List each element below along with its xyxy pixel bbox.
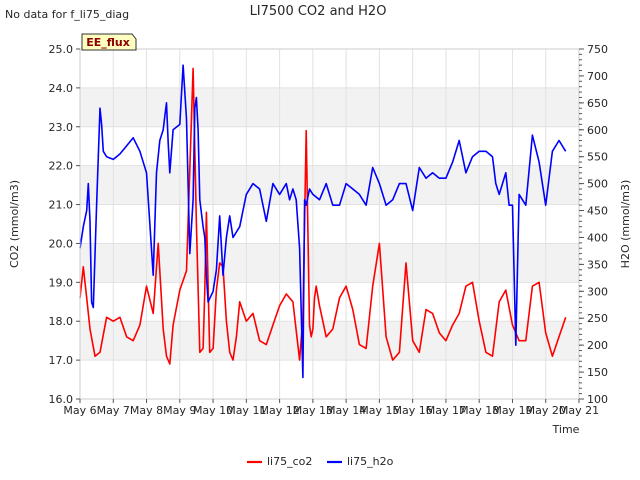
y-left-label: CO2 (mmol/m3)	[8, 180, 21, 268]
y-right-tick-label: 700	[587, 70, 608, 83]
ee-flux-label: EE_flux	[86, 36, 130, 49]
y-left-tick-label: 22.0	[49, 160, 74, 173]
y-right-tick-label: 300	[587, 285, 608, 298]
series-line-li75_h2o	[79, 64, 567, 379]
legend-label-h2o: li75_h2o	[347, 455, 394, 468]
legend-label-co2: li75_co2	[267, 455, 312, 468]
corner-note: No data for f_li75_diag	[5, 8, 129, 21]
series-line-li75_co2	[79, 67, 567, 365]
x-tick-label: May 15	[359, 404, 399, 417]
y-right-tick-label: 200	[587, 339, 608, 352]
legend: li75_co2 li75_h2o	[247, 455, 394, 468]
x-tick-label: May 9	[163, 404, 196, 417]
y-left-tick-label: 21.0	[49, 199, 74, 212]
y-right-tick-label: 450	[587, 205, 608, 218]
x-tick-label: May 11	[226, 404, 266, 417]
y-right-tick-label: 100	[587, 393, 608, 406]
x-tick-label: May 8	[130, 404, 163, 417]
y-right-tick-label: 550	[587, 151, 608, 164]
x-tick-label: May 18	[459, 404, 499, 417]
band-2	[80, 243, 579, 282]
band-1	[80, 321, 579, 360]
x-tick-label: May 19	[492, 404, 532, 417]
band-3	[80, 166, 579, 205]
y-left-tick-label: 20.0	[49, 237, 74, 250]
y-left-tick-label: 25.0	[49, 43, 74, 56]
y-left-tick-label: 23.0	[49, 121, 74, 134]
y-right-label: H2O (mmol/m3)	[619, 180, 632, 269]
y-left-tick-label: 16.0	[49, 393, 74, 406]
x-tick-label: May 13	[293, 404, 333, 417]
x-tick-label: May 6	[63, 404, 96, 417]
y-right-tick-label: 250	[587, 312, 608, 325]
x-axis-label: Time	[552, 423, 580, 436]
x-tick-label: May 21	[559, 404, 599, 417]
y-left-tick-label: 19.0	[49, 276, 74, 289]
series-layer	[79, 64, 567, 379]
y-left-tick-label: 17.0	[49, 354, 74, 367]
x-tick-label: May 10	[193, 404, 233, 417]
y-right-tick-label: 750	[587, 43, 608, 56]
ee-flux-badge: EE_flux	[81, 33, 137, 51]
plot-frame	[79, 48, 580, 400]
x-tick-label: May 12	[259, 404, 299, 417]
x-tick-label: May 16	[393, 404, 433, 417]
band-4	[80, 88, 579, 127]
y-right-tick-label: 150	[587, 366, 608, 379]
y-right-tick-label: 350	[587, 258, 608, 271]
x-tick-label: May 17	[426, 404, 466, 417]
chart-title: LI7500 CO2 and H2O	[250, 4, 387, 19]
x-tick-label: May 14	[326, 404, 366, 417]
y-left-tick-label: 24.0	[49, 82, 74, 95]
y-right-tick-label: 400	[587, 231, 608, 244]
y-left-tick-label: 18.0	[49, 315, 74, 328]
y-right-tick-label: 650	[587, 97, 608, 110]
x-tick-label: May 20	[526, 404, 566, 417]
plot-area	[79, 48, 580, 400]
y-right-tick-label: 500	[587, 178, 608, 191]
y-right-tick-label: 600	[587, 124, 608, 137]
x-tick-label: May 7	[97, 404, 130, 417]
